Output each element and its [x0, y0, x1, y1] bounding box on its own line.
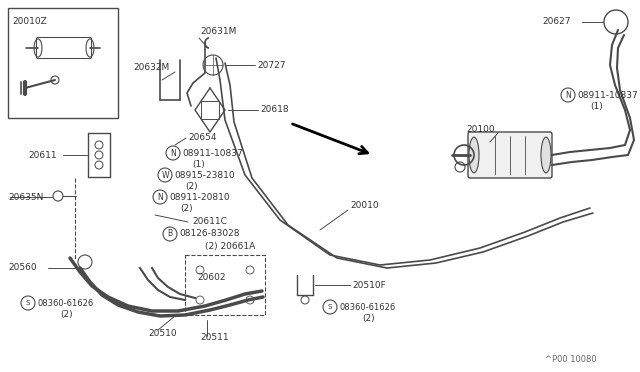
Text: 20010Z: 20010Z	[12, 16, 47, 26]
Text: 20631M: 20631M	[200, 28, 236, 36]
Text: (2): (2)	[60, 311, 72, 320]
Bar	[8, 8, 118, 118]
Text: S: S	[26, 300, 30, 306]
Text: 08915-23810: 08915-23810	[174, 170, 235, 180]
Text: 20511: 20511	[200, 334, 228, 343]
FancyBboxPatch shape	[468, 132, 552, 178]
Text: 20632M: 20632M	[133, 64, 169, 73]
Text: B: B	[168, 230, 173, 238]
Bar	[201, 101, 219, 119]
Text: 08911-10837: 08911-10837	[182, 148, 243, 157]
Ellipse shape	[541, 137, 551, 173]
Text: 08911-20810: 08911-20810	[169, 192, 230, 202]
Text: (2): (2)	[185, 183, 198, 192]
Text: N: N	[565, 90, 571, 99]
Text: 20611C: 20611C	[192, 218, 227, 227]
Text: S: S	[328, 304, 332, 310]
Text: 20611: 20611	[28, 151, 56, 160]
Text: 20560: 20560	[8, 263, 36, 273]
Text: 08360-61626: 08360-61626	[37, 298, 93, 308]
Text: W: W	[161, 170, 169, 180]
Text: (2): (2)	[362, 314, 374, 324]
Ellipse shape	[469, 137, 479, 173]
Text: N: N	[157, 192, 163, 202]
Text: 20510F: 20510F	[352, 280, 386, 289]
Text: 20627: 20627	[542, 17, 570, 26]
Text: 20010: 20010	[350, 201, 379, 209]
Text: (1): (1)	[192, 160, 205, 170]
Text: 20654: 20654	[188, 134, 216, 142]
Text: 20727: 20727	[257, 61, 285, 70]
Text: 08360-61626: 08360-61626	[339, 302, 396, 311]
Text: 20510: 20510	[148, 328, 177, 337]
Text: ^P00 10080: ^P00 10080	[545, 356, 596, 365]
Text: 20602: 20602	[197, 273, 225, 282]
Text: 20635N: 20635N	[8, 192, 44, 202]
Text: N: N	[170, 148, 176, 157]
Text: (2): (2)	[180, 205, 193, 214]
Text: 08911-10837: 08911-10837	[577, 90, 637, 99]
Bar	[185, 255, 265, 315]
Text: 20618: 20618	[260, 106, 289, 115]
Text: 08126-83028: 08126-83028	[179, 230, 239, 238]
Text: 20100: 20100	[466, 125, 495, 135]
Text: (2) 20661A: (2) 20661A	[205, 241, 255, 250]
Text: (1): (1)	[590, 103, 603, 112]
